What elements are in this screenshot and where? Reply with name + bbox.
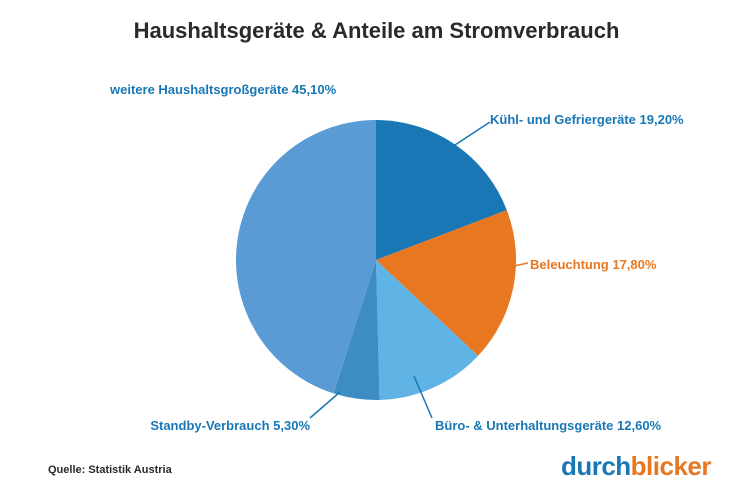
leader-line	[455, 122, 490, 145]
brand-logo: durchblicker	[561, 451, 711, 482]
source-attribution: Quelle: Statistik Austria	[48, 464, 172, 476]
logo-part2: blicker	[631, 451, 711, 481]
logo-part1: durch	[561, 451, 631, 481]
slice-label: Büro- & Unterhaltungsgeräte 12,60%	[435, 418, 661, 433]
leader-line	[310, 392, 340, 418]
slice-label: Beleuchtung 17,80%	[530, 257, 656, 272]
slice-label: weitere Haushaltsgroßgeräte 45,10%	[110, 82, 336, 97]
slice-label: Standby-Verbrauch 5,30%	[150, 418, 310, 433]
slice-label: Kühl- und Gefriergeräte 19,20%	[490, 112, 684, 127]
